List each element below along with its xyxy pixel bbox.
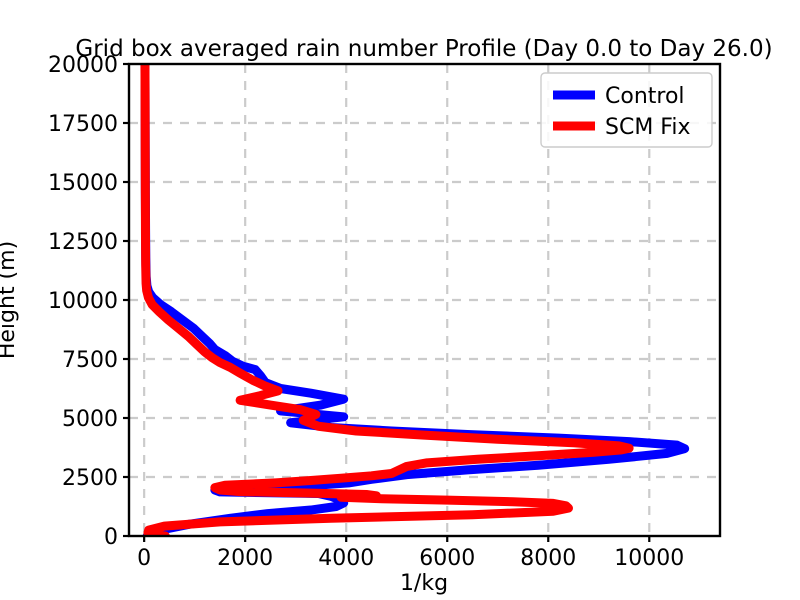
y-tick-label: 5000 — [62, 407, 118, 432]
y-tick-label: 10000 — [48, 289, 118, 314]
series-line-scm-fix — [140, 64, 634, 536]
x-tick-label: 4000 — [318, 546, 374, 571]
x-axis-label: 1/kg — [400, 571, 448, 596]
y-tick-label: 20000 — [48, 53, 118, 78]
y-tick-label: 7500 — [62, 348, 118, 373]
y-tick-label: 17500 — [48, 112, 118, 137]
x-tick-labels: 0 2000 4000 6000 8000 10000 — [137, 546, 684, 571]
y-tick-labels: 0 2500 5000 7500 10000 12500 15000 17500 20000 — [48, 53, 118, 550]
chart-title: Grid box averaged rain number Profile (D… — [75, 36, 772, 62]
series-lines — [140, 64, 690, 536]
x-tick-label: 2000 — [217, 546, 273, 571]
axes-frame — [127, 62, 722, 538]
legend-label-scm-fix: SCM Fix — [605, 115, 691, 140]
y-tick-label: 15000 — [48, 171, 118, 196]
y-tick-label: 12500 — [48, 230, 118, 255]
legend-label-control: Control — [605, 84, 685, 109]
x-tick-label: 8000 — [520, 546, 576, 571]
chart-legend[interactable]: Control SCM Fix — [540, 72, 713, 148]
x-tick-label: 0 — [137, 546, 151, 571]
y-axis-label: Height (m) — [0, 241, 20, 359]
y-tick-label: 2500 — [62, 466, 118, 491]
x-tick-label: 6000 — [419, 546, 475, 571]
x-tick-label: 10000 — [614, 546, 684, 571]
y-tick-label: 0 — [104, 525, 118, 550]
